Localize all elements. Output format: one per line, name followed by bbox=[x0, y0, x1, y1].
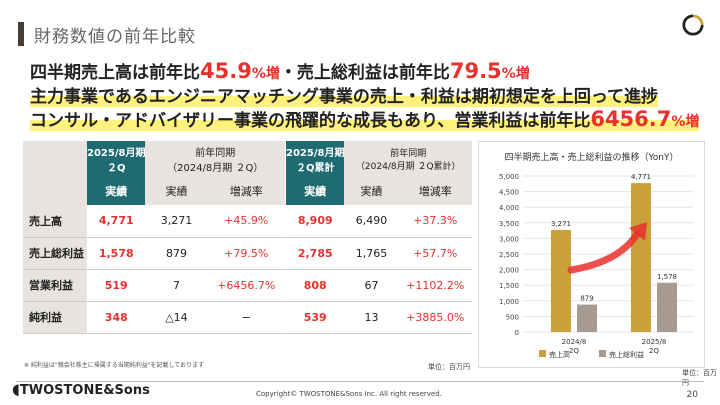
data-label: 4,771 bbox=[631, 173, 651, 181]
data-label: 879 bbox=[580, 295, 593, 303]
bar-chart: 0 500 1,000 1,500 2,000 2,500 3,000 3,500 4,000 4… bbox=[499, 173, 694, 359]
growth-arrow bbox=[567, 230, 641, 274]
table-row: 純利益 348 △14 − bbox=[23, 301, 285, 334]
page-number: 20 bbox=[686, 390, 698, 400]
table-row: 営業利益 519 7 +6456.7% bbox=[23, 269, 285, 302]
y-tick-label: 5,000 bbox=[499, 173, 519, 181]
y-tick-label: 4,000 bbox=[499, 204, 519, 212]
y-tick-label: 2,000 bbox=[499, 267, 519, 275]
chart-panel: 四半期売上高・売上総利益の推移（YonY） 0 500 1,000 1,500 2,00… bbox=[478, 141, 705, 368]
growth-arrow-head bbox=[629, 222, 647, 241]
bar bbox=[551, 229, 571, 332]
legend-label: 売上総利益 bbox=[609, 350, 644, 359]
copyright: Copyright© TWOSTONE&Sons Inc. All right … bbox=[256, 390, 442, 398]
headline-2: 主力事業であるエンジニアマッチング事業の売上・利益は期初想定を上回って進捗 bbox=[30, 87, 658, 107]
title-accent-bar bbox=[18, 22, 24, 46]
table-row: 8,909 6,490 +37.3% bbox=[286, 205, 472, 238]
sub-change: 増減率 bbox=[207, 177, 285, 205]
x-tick-label: 2Q bbox=[569, 347, 579, 355]
chart-title: 四半期売上高・売上総利益の推移（YonY） bbox=[504, 153, 679, 163]
cumulative-table: 2025/8月期 ２Q累計 前年同期 （2024/8月期 ２Q累計） 実績 実績… bbox=[286, 141, 472, 334]
col-prev: 前年同期 （2024/8月期 ２Q） bbox=[145, 141, 285, 177]
bar bbox=[657, 282, 677, 332]
y-tick-label: 2,500 bbox=[499, 251, 519, 259]
y-tick-label: 3,500 bbox=[499, 220, 519, 228]
col-prev-cum: 前年同期 （2024/8月期 ２Q累計） bbox=[344, 141, 472, 177]
page-title: 財務数値の前年比較 bbox=[34, 27, 196, 47]
legend-label: 売上高 bbox=[549, 350, 570, 359]
chart-unit-label: 単位：百万円 bbox=[682, 369, 717, 387]
brand-mark-icon bbox=[682, 14, 704, 36]
table-row: 売上総利益 1,578 879 +79.5% bbox=[23, 237, 285, 270]
col-current-cum: 2025/8月期 ２Q累計 bbox=[286, 141, 345, 177]
y-tick-label: 3,000 bbox=[499, 235, 519, 243]
data-label: 3,271 bbox=[551, 220, 571, 228]
headline-1: 四半期売上高は前年比45.9%増・売上総利益は前年比79.5%増 bbox=[30, 59, 530, 83]
y-tick-label: 4,500 bbox=[499, 189, 519, 197]
footer-divider bbox=[16, 381, 704, 382]
brand-logo: ◖TWOSTONE&Sons bbox=[12, 380, 150, 398]
x-tick-label: 2Q bbox=[649, 347, 659, 355]
data-label: 1,578 bbox=[657, 273, 677, 281]
y-tick-label: 1,000 bbox=[499, 298, 519, 306]
bar bbox=[577, 304, 597, 332]
legend-swatch bbox=[599, 350, 606, 357]
sub-actual-prev: 実績 bbox=[145, 177, 208, 205]
y-tick-label: 500 bbox=[506, 313, 519, 321]
table-row: 539 13 +3885.0% bbox=[286, 301, 472, 334]
bar bbox=[631, 183, 651, 332]
y-tick-label: 1,500 bbox=[499, 282, 519, 290]
table-row: 2,785 1,765 +57.7% bbox=[286, 237, 472, 270]
quarterly-table: 2025/8月期 ２Q 前年同期 （2024/8月期 ２Q） 実績 実績 増減率… bbox=[23, 141, 285, 334]
sub-actual: 実績 bbox=[87, 177, 146, 205]
table-row: 売上高 4,771 3,271 +45.9% bbox=[23, 205, 285, 238]
headline-3: コンサル・アドバイザリー事業の飛躍的な成長もあり、営業利益は前年比6456.7%… bbox=[30, 107, 700, 131]
legend-swatch bbox=[539, 350, 546, 357]
x-tick-label: 2025/8 bbox=[642, 338, 667, 346]
table-row: 808 67 +1102.2% bbox=[286, 269, 472, 302]
y-tick-label: 0 bbox=[515, 329, 519, 337]
x-tick-label: 2024/8 bbox=[562, 338, 587, 346]
unit-label: 単位：百万円 bbox=[428, 363, 470, 371]
col-current: 2025/8月期 ２Q bbox=[87, 141, 146, 177]
footnote: ※ 純利益は"親会社株主に帰属する当期純利益"を記載しております bbox=[24, 362, 205, 369]
